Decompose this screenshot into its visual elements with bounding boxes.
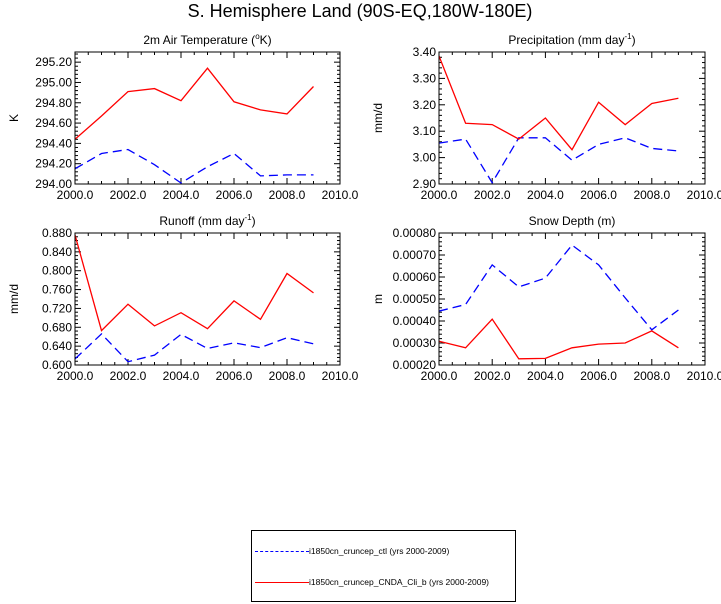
y-tick-label: 294.40 bbox=[35, 136, 72, 150]
panel-title-sup: o bbox=[255, 32, 260, 41]
x-tick-label: 2000.0 bbox=[57, 369, 94, 383]
y-tick-label: 0.840 bbox=[42, 245, 72, 259]
x-tick-label: 2006.0 bbox=[580, 188, 617, 202]
y-tick-label: 295.20 bbox=[35, 55, 72, 69]
y-tick-label: 3.20 bbox=[413, 98, 437, 112]
y-tick-label: 0.00020 bbox=[393, 358, 437, 372]
plot-frame bbox=[74, 51, 341, 185]
plot-frame bbox=[74, 232, 341, 366]
x-tick-label: 2002.0 bbox=[474, 369, 511, 383]
x-tick-label: 2008.0 bbox=[633, 188, 670, 202]
x-tick-label: 2010.0 bbox=[322, 369, 359, 383]
y-tick-label: 294.80 bbox=[35, 96, 72, 110]
y-tick-label: 0.00070 bbox=[393, 248, 437, 262]
y-tick-label: 0.800 bbox=[42, 264, 72, 278]
y-tick-label: 0.880 bbox=[42, 226, 72, 240]
y-tick-label: 0.640 bbox=[42, 339, 72, 353]
x-tick-label: 2002.0 bbox=[474, 188, 511, 202]
panel-title-suffix: ) bbox=[632, 33, 636, 47]
panel-title: Runoff (mm day-1) bbox=[159, 213, 255, 228]
x-tick-label: 2002.0 bbox=[110, 369, 147, 383]
y-tick-label: 0.600 bbox=[42, 358, 72, 372]
legend-swatch-cnda bbox=[255, 582, 309, 583]
y-tick-label: 0.00080 bbox=[393, 226, 437, 240]
y-tick-label: 0.00060 bbox=[393, 270, 437, 284]
x-tick-label: 2010.0 bbox=[687, 188, 721, 202]
series-line-ctl bbox=[75, 332, 314, 363]
panel-title-text: Snow Depth (m) bbox=[529, 214, 616, 228]
x-tick-label: 2004.0 bbox=[163, 369, 200, 383]
x-tick-label: 2006.0 bbox=[216, 188, 253, 202]
figure-canvas: S. Hemisphere Land (90S-EQ,180W-180E) 2m… bbox=[7, 1, 721, 383]
panel-2: Precipitation (mm day-1) mm/d 2000.0 2002.0… bbox=[371, 32, 721, 202]
series-line-ctl bbox=[75, 148, 314, 184]
figure-title: S. Hemisphere Land (90S-EQ,180W-180E) bbox=[188, 1, 533, 21]
x-tick-label: 2002.0 bbox=[110, 188, 147, 202]
panel-title-suffix: K) bbox=[260, 33, 272, 47]
plot-frame bbox=[438, 51, 706, 185]
y-tick-label: 0.720 bbox=[42, 301, 72, 315]
x-tick-label: 2008.0 bbox=[269, 369, 306, 383]
series-line-ctl bbox=[439, 137, 679, 184]
y-tick-label: 0.00030 bbox=[393, 336, 437, 350]
x-tick-label: 2008.0 bbox=[269, 188, 306, 202]
y-tick-label: 294.00 bbox=[35, 177, 72, 191]
legend-swatch-ctl bbox=[255, 551, 309, 552]
series-line-cnda bbox=[75, 67, 314, 140]
x-tick-label: 2000.0 bbox=[421, 188, 458, 202]
panel-title-text: Precipitation (mm day bbox=[508, 33, 624, 47]
x-tick-label: 2004.0 bbox=[527, 188, 564, 202]
panel-title: Precipitation (mm day-1) bbox=[508, 32, 635, 47]
x-tick-label: 2004.0 bbox=[527, 369, 564, 383]
y-tick-label: 3.30 bbox=[413, 71, 437, 85]
legend-label-ctl: i1850cn_cruncep_ctl (yrs 2000-2009) bbox=[309, 546, 450, 556]
plot-frame bbox=[438, 232, 706, 366]
y-axis-label: mm/d bbox=[371, 103, 385, 133]
series-line-ctl bbox=[439, 244, 679, 331]
panel-4: Snow Depth (m) m 2000.0 2002.0 2004.0 2006.0 2… bbox=[371, 214, 721, 383]
panel-3: Runoff (mm day-1) mm/d 2000.0 2002.0 2004.0 2… bbox=[7, 213, 359, 383]
series-line-cnda bbox=[75, 234, 314, 332]
x-tick-label: 2000.0 bbox=[57, 188, 94, 202]
y-tick-label: 3.10 bbox=[413, 124, 437, 138]
panel-title-sup: -1 bbox=[624, 32, 632, 41]
y-tick-label: 2.90 bbox=[413, 177, 437, 191]
panel-1: 2m Air Temperature (oK) K 2000.0 2002.0 2004… bbox=[7, 32, 359, 202]
panel-title-text: 2m Air Temperature ( bbox=[143, 33, 255, 47]
panel-title: 2m Air Temperature (oK) bbox=[143, 32, 271, 47]
x-tick-label: 2006.0 bbox=[580, 369, 617, 383]
panel-title-suffix: ) bbox=[252, 214, 256, 228]
y-tick-label: 0.00050 bbox=[393, 292, 437, 306]
y-tick-label: 0.760 bbox=[42, 283, 72, 297]
y-tick-label: 294.20 bbox=[35, 157, 72, 171]
legend: i1850cn_cruncep_ctl (yrs 2000-2009) i185… bbox=[251, 530, 516, 602]
panel-title-text: Runoff (mm day bbox=[159, 214, 244, 228]
x-tick-label: 2010.0 bbox=[322, 188, 359, 202]
panel-title-sup: -1 bbox=[245, 213, 253, 222]
x-tick-label: 2006.0 bbox=[216, 369, 253, 383]
x-tick-label: 2000.0 bbox=[421, 369, 458, 383]
x-tick-label: 2010.0 bbox=[687, 369, 721, 383]
y-axis-label: mm/d bbox=[7, 284, 21, 314]
y-tick-label: 295.00 bbox=[35, 75, 72, 89]
y-tick-label: 3.00 bbox=[413, 151, 437, 165]
y-tick-label: 0.00040 bbox=[393, 314, 437, 328]
y-axis-label: m bbox=[371, 294, 385, 304]
y-tick-label: 0.680 bbox=[42, 320, 72, 334]
legend-label-cnda: i1850cn_cruncep_CNDA_Cli_b (yrs 2000-200… bbox=[309, 577, 490, 587]
y-axis-label: K bbox=[7, 114, 21, 122]
x-tick-label: 2004.0 bbox=[163, 188, 200, 202]
y-tick-label: 3.40 bbox=[413, 45, 437, 59]
y-tick-label: 294.60 bbox=[35, 116, 72, 130]
panel-title: Snow Depth (m) bbox=[529, 214, 616, 228]
series-line-cnda bbox=[439, 55, 679, 151]
series-line-cnda bbox=[439, 318, 679, 360]
x-tick-label: 2008.0 bbox=[633, 369, 670, 383]
